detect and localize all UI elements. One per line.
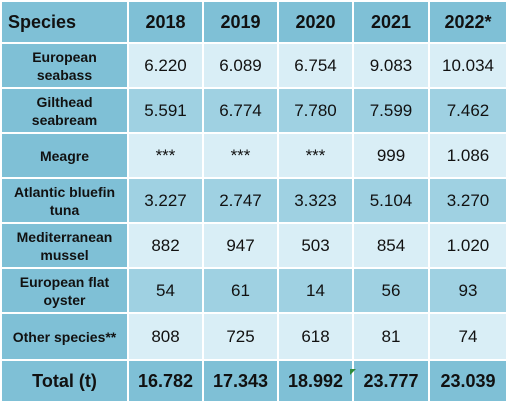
species-name-line2: oyster <box>43 291 86 308</box>
table-row: European flat oyster 54 61 14 56 93 <box>0 267 506 314</box>
value-cell: 503 <box>277 222 354 269</box>
value-cell: 93 <box>428 267 506 314</box>
total-value-cell: 18.992 <box>277 359 354 403</box>
value-cell: 61 <box>202 267 279 314</box>
header-row: Species 2018 2019 2020 2021 2022* <box>0 0 506 44</box>
value-cell: 9.083 <box>352 42 430 89</box>
total-value-cell: 17.343 <box>202 359 279 403</box>
value-cell: *** <box>277 132 354 179</box>
value-cell: 5.591 <box>127 87 204 134</box>
species-name-line1: European flat <box>19 273 110 290</box>
value-cell: 10.034 <box>428 42 506 89</box>
value-cell: 14 <box>277 267 354 314</box>
header-2018: 2018 <box>127 0 204 44</box>
value-cell: 6.774 <box>202 87 279 134</box>
header-2021: 2021 <box>352 0 430 44</box>
value-cell: 6.089 <box>202 42 279 89</box>
total-label: Total (t) <box>0 359 129 403</box>
value-cell: 2.747 <box>202 177 279 224</box>
comment-indicator <box>350 369 356 375</box>
header-2020: 2020 <box>277 0 354 44</box>
value-cell: 56 <box>352 267 430 314</box>
table-row: Atlantic bluefin tuna 3.227 2.747 3.323 5… <box>0 177 506 224</box>
species-name-line2: tuna <box>49 201 80 218</box>
value-cell: 6.754 <box>277 42 354 89</box>
species-cell: Other species** <box>0 312 129 361</box>
value-cell: 725 <box>202 312 279 361</box>
value-cell: 947 <box>202 222 279 269</box>
species-name-line1: Mediterranean <box>16 228 113 245</box>
table-row: European seabass 6.220 6.089 6.754 9.083 … <box>0 42 506 89</box>
value-cell: 1.086 <box>428 132 506 179</box>
value-cell: 854 <box>352 222 430 269</box>
species-cell: European flat oyster <box>0 267 129 314</box>
value-cell: 3.227 <box>127 177 204 224</box>
value-cell: 1.020 <box>428 222 506 269</box>
species-name-line1: Other species** <box>12 328 117 345</box>
species-cell: Mediterranean mussel <box>0 222 129 269</box>
total-value-cell: 23.777 <box>352 359 430 403</box>
value-cell: 882 <box>127 222 204 269</box>
header-species: Species <box>0 0 129 44</box>
species-name-line1: Atlantic bluefin <box>13 183 116 200</box>
species-name-line2: mussel <box>40 246 89 263</box>
table-row: Mediterranean mussel 882 947 503 854 1.02… <box>0 222 506 269</box>
value-cell: 81 <box>352 312 430 361</box>
species-name-line1: Meagre <box>39 147 90 164</box>
value-cell: 808 <box>127 312 204 361</box>
species-name-line1: Gilthead <box>36 93 93 110</box>
species-name-line2: seabass <box>36 66 93 83</box>
value-cell: 5.104 <box>352 177 430 224</box>
species-cell: Gilthead seabream <box>0 87 129 134</box>
header-2019: 2019 <box>202 0 279 44</box>
table-row: Meagre *** *** *** 999 1.086 <box>0 132 506 179</box>
species-name-line2: seabream <box>31 111 98 128</box>
value-cell: *** <box>202 132 279 179</box>
value-cell: 999 <box>352 132 430 179</box>
table-row: Gilthead seabream 5.591 6.774 7.780 7.599… <box>0 87 506 134</box>
value-cell: 3.270 <box>428 177 506 224</box>
value-cell: 54 <box>127 267 204 314</box>
species-cell: European seabass <box>0 42 129 89</box>
species-name-line1: European <box>32 48 97 65</box>
value-cell: 7.599 <box>352 87 430 134</box>
total-value-cell: 23.039 <box>428 359 506 403</box>
species-cell: Atlantic bluefin tuna <box>0 177 129 224</box>
value-cell: 618 <box>277 312 354 361</box>
value-cell: 74 <box>428 312 506 361</box>
table-row: Other species** 808 725 618 81 74 <box>0 312 506 361</box>
header-2022: 2022* <box>428 0 506 44</box>
total-row: Total (t) 16.782 17.343 18.992 23.777 23… <box>0 359 506 403</box>
species-cell: Meagre <box>0 132 129 179</box>
value-cell: 7.462 <box>428 87 506 134</box>
value-cell: 3.323 <box>277 177 354 224</box>
value-cell: 7.780 <box>277 87 354 134</box>
value-cell: 6.220 <box>127 42 204 89</box>
species-production-table: Species 2018 2019 2020 2021 2022* Europe… <box>0 0 506 403</box>
total-value-cell: 16.782 <box>127 359 204 403</box>
value-cell: *** <box>127 132 204 179</box>
